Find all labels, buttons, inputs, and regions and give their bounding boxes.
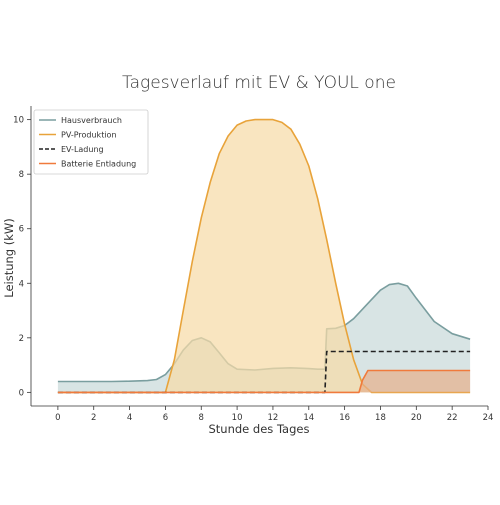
series-area-hausverbrauch: [57, 283, 471, 393]
y-tick-label: 10: [13, 116, 24, 126]
x-tick-label: 2: [91, 413, 96, 423]
x-tick-label: 0: [55, 413, 60, 423]
series-layer: [57, 118, 471, 394]
legend: Hausverbrauch PV-Produktion EV-Ladung Batte…: [33, 109, 149, 175]
y-tick-label: 6: [19, 225, 24, 235]
legend-box: [33, 109, 149, 175]
x-tick-label: 10: [232, 413, 243, 423]
x-tick-label: 22: [447, 413, 458, 423]
x-tick-label: 6: [163, 413, 168, 423]
y-tick-label: 4: [19, 279, 24, 289]
legend-label-hausverbrauch: Hausverbrauch: [61, 116, 122, 125]
chart-title: Tagesverlauf mit EV & YOUL one: [122, 73, 396, 93]
x-tick-label: 12: [268, 413, 279, 423]
series-line-pv-produktion: [57, 118, 471, 394]
x-tick-label: 24: [483, 413, 494, 423]
x-tick-label: 4: [127, 413, 132, 423]
series-area-pv-produktion: [57, 119, 471, 393]
y-tick-label: 8: [19, 170, 24, 180]
x-axis-label: Stunde des Tages: [209, 422, 310, 436]
x-tick-label: 8: [199, 413, 204, 423]
x-tick-label: 20: [411, 413, 422, 423]
series-line-ev-ladung: [57, 350, 471, 394]
legend-label-pv-produktion: PV-Produktion: [61, 131, 117, 140]
y-tick-label: 0: [19, 388, 24, 398]
x-tick-label: 14: [303, 413, 314, 423]
y-axis-label: Leistung (kW): [2, 218, 16, 298]
series-area-batterie-entladung: [57, 370, 471, 393]
series-line-batterie-entladung: [57, 369, 471, 394]
x-tick-label: 16: [339, 413, 350, 423]
y-tick-label: 2: [19, 334, 24, 344]
x-tick-label: 18: [375, 413, 386, 423]
legend-label-batterie-entladung: Batterie Entladung: [61, 160, 136, 169]
legend-label-ev-ladung: EV-Ladung: [61, 145, 104, 154]
